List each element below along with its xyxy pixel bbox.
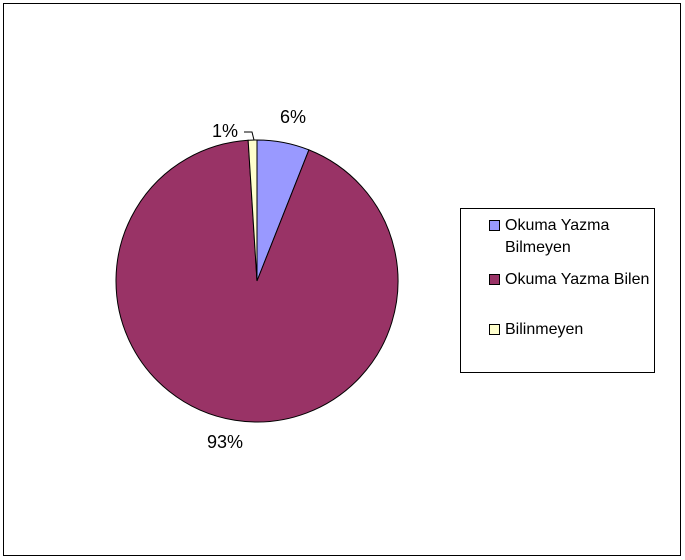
- legend-swatch-okuma-yazma-bilmeyen: [489, 220, 500, 231]
- chart-area: 6% 93% 1% Okuma Yazma Bilmeyen Okuma Yazma…: [3, 3, 681, 556]
- pie-slice-bilinmeyen: [247, 139, 258, 282]
- legend-item-okuma-yazma-bilen: Okuma Yazma Bilen: [489, 269, 655, 291]
- legend-label: Okuma Yazma Bilmeyen: [505, 217, 610, 256]
- legend-item-okuma-yazma-bilmeyen: Okuma Yazma Bilmeyen: [489, 215, 655, 259]
- legend-item-bilinmeyen: Bilinmeyen: [489, 319, 655, 341]
- pie-chart: 6% 93% 1%: [115, 107, 399, 452]
- legend-swatch-bilinmeyen: [489, 324, 500, 335]
- pie-slice-okuma-yazma-bilen: [115, 139, 399, 423]
- data-label-okuma-yazma-bilmeyen: 6%: [280, 107, 306, 127]
- data-label-okuma-yazma-bilen: 93%: [207, 432, 243, 452]
- legend-swatch-okuma-yazma-bilen: [489, 274, 500, 285]
- data-label-bilinmeyen: 1%: [212, 121, 238, 141]
- legend-label: Okuma Yazma Bilen: [505, 271, 650, 288]
- legend: Okuma Yazma Bilmeyen Okuma Yazma Bilen B…: [460, 208, 655, 373]
- leader-line-bilinmeyen: [244, 131, 255, 141]
- legend-label: Bilinmeyen: [505, 321, 584, 338]
